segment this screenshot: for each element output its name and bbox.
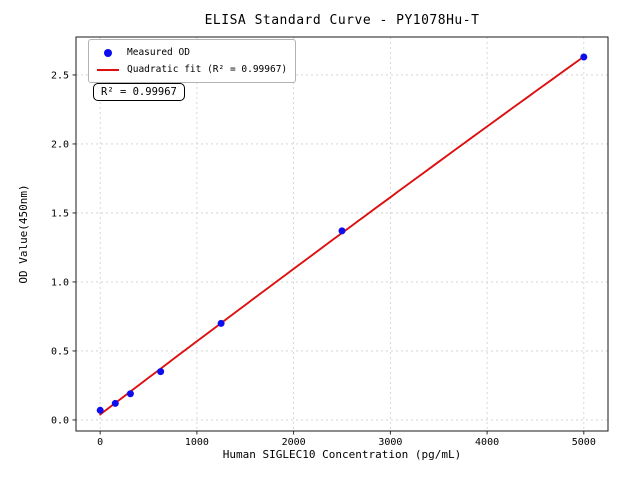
x-axis-label: Human SIGLEC10 Concentration (pg/mL) (222, 448, 462, 461)
data-point (338, 227, 346, 235)
legend-label-quadratic-fit: Quadratic fit (R² = 0.99967) (127, 64, 288, 75)
y-tick-label: 2.5 (51, 70, 69, 81)
y-tick-label: 0.0 (51, 415, 69, 426)
quadratic-fit-line-icon (97, 68, 119, 71)
chart-title: ELISA Standard Curve - PY1078Hu-T (204, 13, 480, 28)
x-tick-label: 5000 (572, 437, 596, 448)
data-point (126, 390, 134, 398)
y-axis-label: OD Value(450nm) (17, 184, 30, 284)
legend: Measured OD Quadratic fit (R² = 0.99967) (88, 39, 297, 83)
y-tick-label: 1.5 (51, 208, 69, 219)
legend-label-measured-od: Measured OD (127, 47, 190, 58)
x-tick-label: 2000 (282, 437, 306, 448)
data-point (96, 406, 104, 414)
x-tick-label: 1000 (185, 437, 209, 448)
x-tick-label: 3000 (378, 437, 402, 448)
data-point (217, 319, 225, 327)
y-tick-label: 1.0 (51, 277, 69, 288)
data-point (111, 399, 119, 407)
legend-item-measured-od: Measured OD (95, 44, 287, 61)
legend-handle (95, 68, 121, 71)
measured-od-dot-icon (104, 48, 112, 57)
quadratic-fit-line (99, 55, 585, 416)
legend-handle (95, 48, 121, 57)
x-tick-label: 4000 (475, 437, 499, 448)
plot-border (75, 36, 609, 432)
r-squared-annotation: R² = 0.99967 (93, 83, 185, 101)
data-point (580, 53, 588, 61)
legend-item-quadratic-fit: Quadratic fit (R² = 0.99967) (95, 61, 287, 78)
y-tick-label: 0.5 (51, 346, 69, 357)
y-tick-label: 2.0 (51, 139, 69, 150)
data-point (157, 368, 165, 376)
x-tick-label: 0 (97, 437, 103, 448)
